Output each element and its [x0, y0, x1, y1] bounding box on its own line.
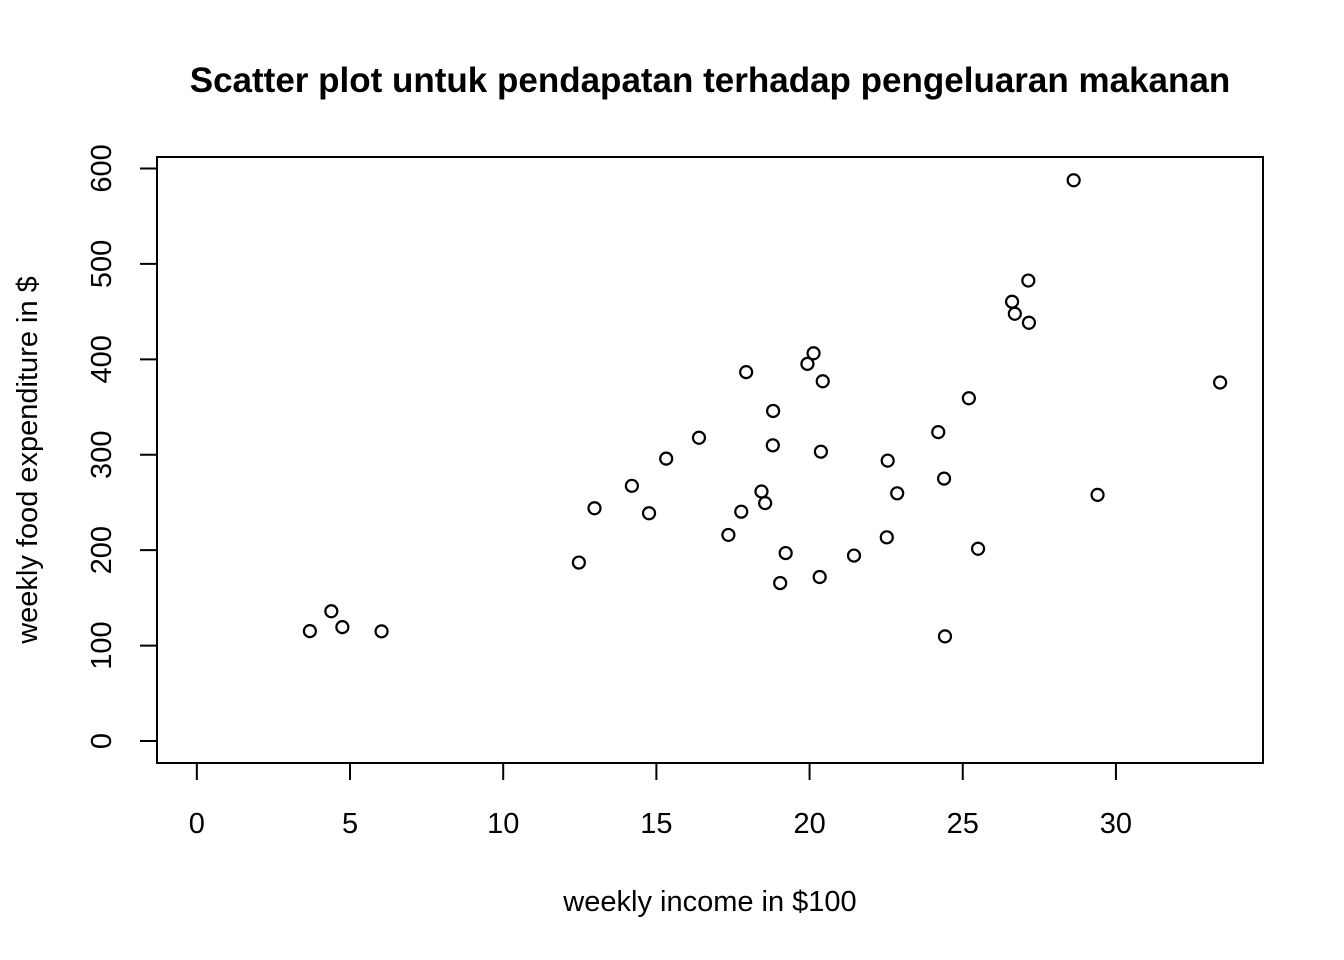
y-axis-label: weekly food expenditure in $	[12, 276, 44, 645]
data-point	[659, 451, 674, 466]
x-tick-label: 30	[1100, 808, 1132, 840]
data-point	[846, 548, 862, 563]
data-point	[1021, 315, 1037, 330]
data-point	[739, 365, 754, 380]
data-point	[302, 623, 317, 639]
data-point	[624, 478, 639, 493]
data-point	[734, 504, 749, 519]
plot-area-frame	[156, 156, 1264, 764]
data-point	[879, 530, 894, 545]
data-point	[765, 438, 780, 453]
data-point	[800, 356, 815, 371]
y-tick-label: 200	[86, 526, 118, 574]
data-point	[880, 453, 895, 468]
data-point	[970, 541, 986, 556]
data-point	[1021, 273, 1036, 288]
x-axis-label: weekly income in $100	[562, 886, 856, 918]
data-point	[766, 403, 781, 419]
y-axis: 0 100 200 300 400 500 600	[86, 144, 158, 749]
y-tick-label: 100	[86, 621, 118, 669]
y-tick-label: 400	[86, 335, 118, 383]
x-tick-label: 5	[342, 808, 358, 840]
x-tick-label: 10	[487, 808, 519, 840]
data-point	[1007, 306, 1022, 321]
data-point	[931, 425, 946, 440]
y-tick-label: 300	[86, 431, 118, 479]
data-point	[641, 506, 657, 521]
data-point	[335, 620, 350, 635]
x-tick-label: 15	[640, 808, 672, 840]
data-point	[773, 575, 788, 591]
data-point	[778, 545, 793, 561]
data-point	[890, 486, 905, 501]
x-tick-label: 20	[793, 808, 825, 840]
x-tick-label: 25	[947, 808, 979, 840]
data-point	[812, 569, 827, 585]
data-point	[1066, 173, 1081, 188]
data-point	[1004, 294, 1020, 309]
x-tick-label: 0	[189, 808, 205, 840]
data-point	[815, 374, 830, 389]
y-tick-label: 0	[86, 733, 118, 749]
data-point	[1090, 487, 1105, 502]
y-tick-label: 500	[86, 240, 118, 288]
data-point	[961, 391, 976, 406]
x-axis: 0 5 10 15 20 25 30	[189, 762, 1132, 840]
data-point	[754, 484, 769, 499]
data-point	[806, 346, 821, 361]
data-point	[721, 527, 736, 543]
data-point	[936, 471, 952, 486]
data-point	[758, 495, 773, 511]
data-point	[324, 604, 339, 619]
data-point	[1213, 375, 1228, 390]
data-point	[691, 430, 707, 445]
data-points	[302, 173, 1228, 644]
data-point	[571, 555, 586, 570]
chart-title: Scatter plot untuk pendapatan terhadap p…	[190, 61, 1230, 100]
data-point	[813, 444, 829, 459]
data-point	[374, 624, 389, 639]
data-point	[587, 501, 602, 516]
y-tick-label: 600	[86, 144, 118, 192]
data-point	[937, 629, 953, 644]
